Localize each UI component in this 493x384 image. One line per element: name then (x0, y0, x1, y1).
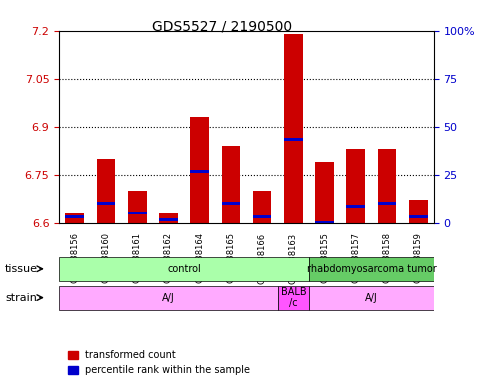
Bar (284, 34, 303, 223)
Bar (221, 202, 240, 205)
Text: A/J: A/J (162, 293, 175, 303)
Text: GDS5527 / 2190500: GDS5527 / 2190500 (152, 20, 292, 34)
Text: rhabdomyosarcoma tumor: rhabdomyosarcoma tumor (307, 264, 436, 274)
Bar (347, 149, 365, 223)
Bar (409, 200, 427, 223)
Bar (66, 213, 84, 223)
Legend: transformed count, percentile rank within the sample: transformed count, percentile rank withi… (64, 346, 254, 379)
Bar (159, 213, 178, 223)
Bar (159, 218, 178, 221)
Text: tissue: tissue (5, 264, 38, 274)
Bar (97, 159, 115, 223)
FancyBboxPatch shape (309, 257, 434, 281)
Text: control: control (167, 264, 201, 274)
Text: BALB
/c: BALB /c (281, 287, 306, 308)
FancyBboxPatch shape (59, 286, 278, 310)
Bar (347, 205, 365, 208)
Bar (253, 191, 272, 223)
Bar (221, 146, 240, 223)
Bar (378, 202, 396, 205)
Bar (66, 215, 84, 218)
Text: strain: strain (5, 293, 37, 303)
Bar (253, 215, 272, 218)
Bar (97, 202, 115, 205)
Bar (409, 215, 427, 218)
FancyBboxPatch shape (309, 286, 434, 310)
Bar (190, 170, 209, 173)
Bar (315, 222, 334, 224)
Bar (378, 149, 396, 223)
Text: A/J: A/J (365, 293, 378, 303)
Bar (284, 138, 303, 141)
Bar (315, 162, 334, 223)
Bar (128, 212, 146, 214)
FancyBboxPatch shape (59, 257, 309, 281)
Bar (128, 191, 146, 223)
FancyBboxPatch shape (278, 286, 309, 310)
Bar (190, 117, 209, 223)
